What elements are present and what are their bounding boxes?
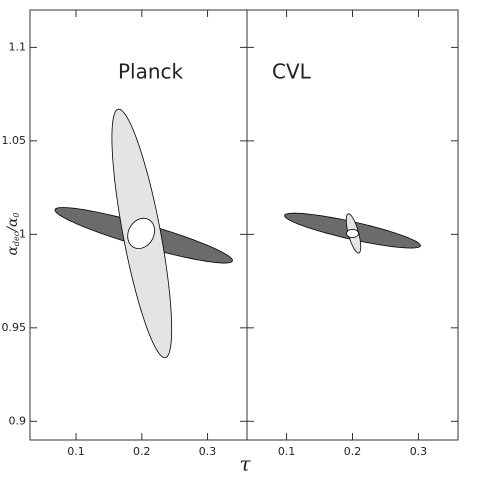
panel-title: CVL <box>272 60 312 84</box>
x-tick-label: 0.2 <box>344 445 362 458</box>
x-tick-label: 0.1 <box>278 445 296 458</box>
y-label-sub: 0 <box>12 212 21 217</box>
y-tick-label: 1.1 <box>9 40 27 53</box>
x-tick-label: 0.3 <box>410 445 428 458</box>
x-tick-label: 0.1 <box>67 445 85 458</box>
y-tick-label: 1 <box>19 227 26 240</box>
contour <box>127 217 155 249</box>
panel-title: Planck <box>118 60 184 84</box>
y-axis-label: αdec/α0 <box>5 212 21 255</box>
y-label-part: /α <box>5 217 21 234</box>
contour <box>346 228 359 238</box>
y-label-sub: dec <box>12 231 21 246</box>
x-tick-label: 0.2 <box>133 445 151 458</box>
y-tick-label: 0.9 <box>9 414 27 427</box>
y-tick-label: 0.95 <box>2 321 27 334</box>
x-axis-label: τ <box>239 452 251 476</box>
x-tick-label: 0.3 <box>199 445 217 458</box>
y-label-part: α <box>5 246 21 256</box>
y-tick-label: 1.05 <box>2 134 27 147</box>
